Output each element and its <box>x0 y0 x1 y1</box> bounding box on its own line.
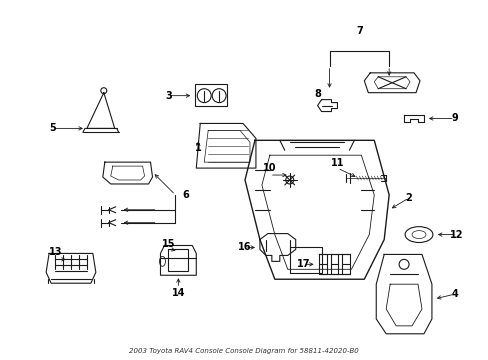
Text: 16: 16 <box>238 243 251 252</box>
Bar <box>289 247 321 273</box>
Text: 2: 2 <box>405 193 411 203</box>
Text: 14: 14 <box>171 288 185 298</box>
Text: 7: 7 <box>355 26 362 36</box>
Text: 13: 13 <box>49 247 62 257</box>
Bar <box>195 84 226 105</box>
Text: 11: 11 <box>330 158 344 168</box>
Text: 6: 6 <box>182 190 188 200</box>
Text: 15: 15 <box>162 239 175 248</box>
Bar <box>168 249 188 271</box>
Text: 10: 10 <box>263 163 276 173</box>
Text: 12: 12 <box>449 230 463 239</box>
Text: 5: 5 <box>50 123 56 134</box>
Text: 17: 17 <box>296 259 310 269</box>
Text: 1: 1 <box>195 143 201 153</box>
Text: 4: 4 <box>450 289 457 299</box>
Text: 3: 3 <box>165 91 171 101</box>
Text: 8: 8 <box>313 89 320 99</box>
Text: 2003 Toyota RAV4 Console Console Diagram for 58811-42020-B0: 2003 Toyota RAV4 Console Console Diagram… <box>129 348 358 354</box>
Text: 9: 9 <box>450 113 457 123</box>
